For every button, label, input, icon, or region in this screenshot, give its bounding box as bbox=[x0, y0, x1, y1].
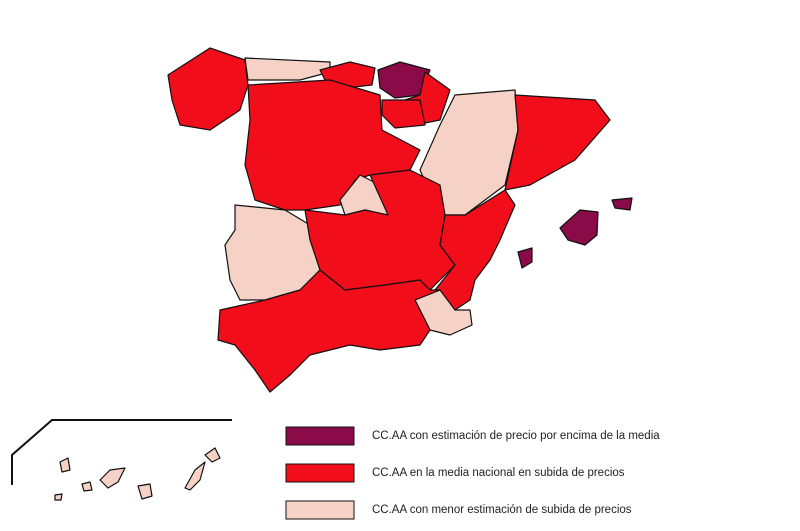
region bbox=[81, 481, 93, 492]
region bbox=[244, 57, 331, 81]
region bbox=[244, 79, 421, 211]
region bbox=[434, 189, 516, 311]
region bbox=[414, 289, 473, 336]
region bbox=[217, 269, 441, 393]
region bbox=[54, 493, 63, 501]
region bbox=[137, 483, 153, 500]
region bbox=[517, 247, 533, 269]
legend-label: CC.AA con menor estimación de subida de … bbox=[372, 504, 632, 516]
region bbox=[59, 457, 71, 473]
region bbox=[184, 461, 206, 491]
legend-label: CC.AA en la media nacional en subida de … bbox=[372, 467, 625, 479]
region bbox=[381, 99, 426, 129]
region bbox=[204, 447, 221, 463]
region bbox=[611, 197, 633, 211]
region bbox=[559, 209, 599, 246]
legend-label: CC.AA con estimación de precio por encim… bbox=[372, 430, 660, 442]
legend-swatch bbox=[285, 463, 355, 483]
region bbox=[167, 47, 249, 131]
canary-inset-frame bbox=[11, 419, 232, 485]
region bbox=[99, 467, 126, 489]
legend-swatch bbox=[285, 500, 355, 520]
legend-swatch bbox=[285, 426, 355, 446]
regions bbox=[54, 47, 633, 501]
legend: CC.AA con estimación de precio por encim… bbox=[285, 426, 660, 520]
region bbox=[504, 94, 611, 191]
